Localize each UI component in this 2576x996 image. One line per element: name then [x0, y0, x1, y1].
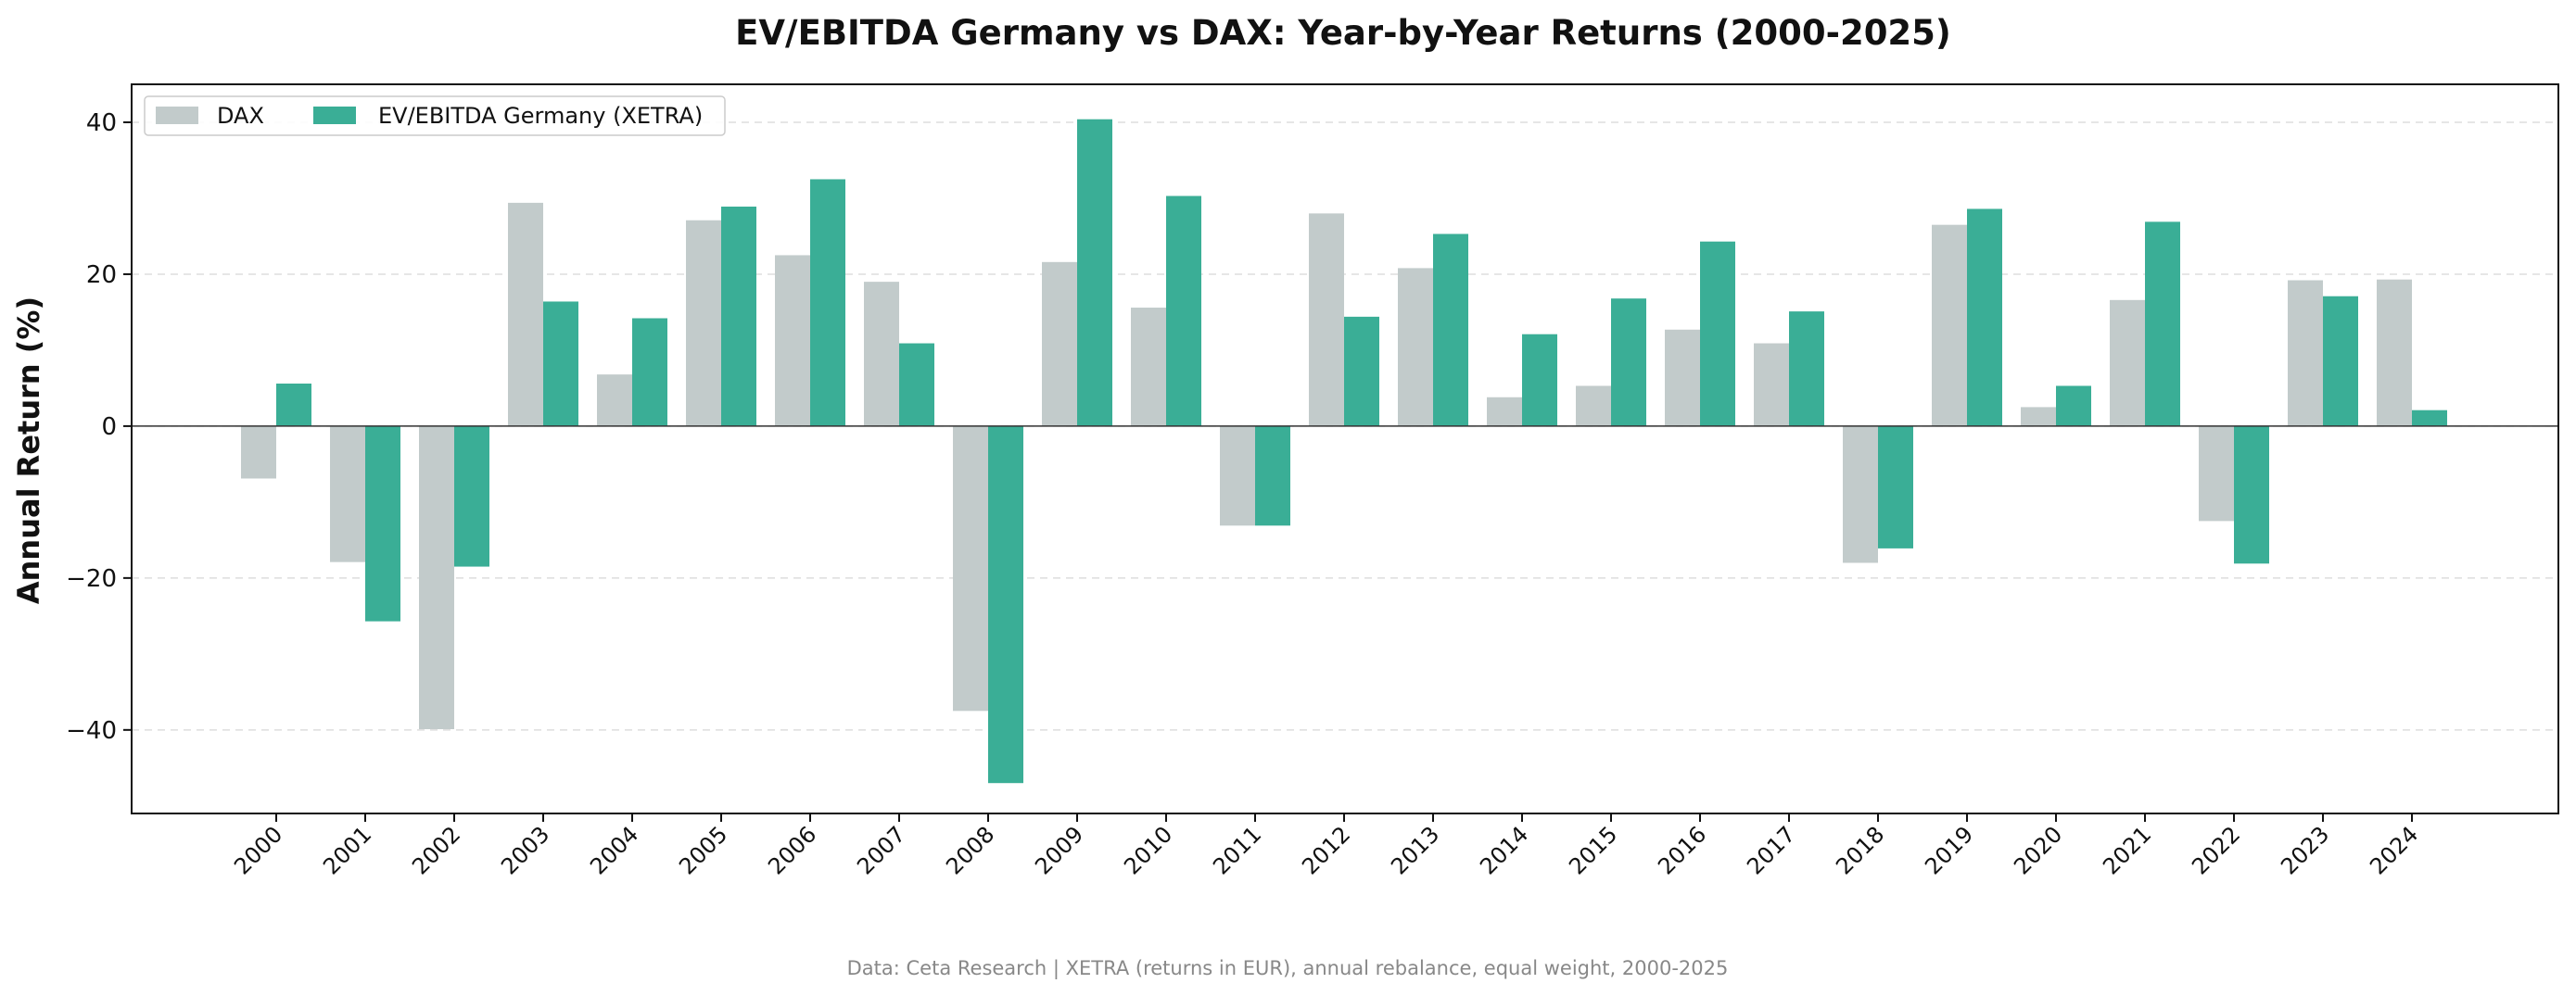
bar-dax-2008 — [953, 425, 988, 712]
bar-dax-2014 — [1487, 397, 1522, 426]
bar-dax-2016 — [1665, 329, 1700, 426]
y-tick-label: 20 — [86, 261, 117, 289]
x-tick-label: 2007 — [852, 821, 910, 879]
bar-dax-2023 — [2288, 280, 2323, 426]
x-tick-label: 2011 — [1208, 821, 1266, 879]
bar-dax-2024 — [2377, 279, 2412, 426]
bar-dax-2010 — [1131, 308, 1166, 426]
y-tick-label: −40 — [66, 717, 117, 745]
x-tick-label: 2022 — [2187, 821, 2245, 879]
bar-ev-ebitda-2015 — [1611, 298, 1646, 426]
bar-ev-ebitda-2021 — [2145, 221, 2180, 426]
footnote: Data: Ceta Research | XETRA (returns in … — [847, 957, 1729, 980]
x-tick-label: 2015 — [1564, 821, 1622, 879]
x-tick-label: 2001 — [318, 821, 376, 879]
legend-label: EV/EBITDA Germany (XETRA) — [378, 103, 703, 129]
bar-ev-ebitda-2004 — [632, 318, 667, 426]
x-tick-label: 2013 — [1386, 821, 1444, 879]
bar-ev-ebitda-2024 — [2412, 410, 2447, 426]
bar-ev-ebitda-2009 — [1077, 119, 1112, 426]
bar-dax-2002 — [419, 425, 454, 730]
bar-ev-ebitda-2019 — [1967, 208, 2002, 426]
bar-dax-2013 — [1398, 268, 1433, 426]
x-tick-label: 2019 — [1920, 821, 1978, 879]
bar-ev-ebitda-2010 — [1166, 195, 1201, 426]
bar-ev-ebitda-2008 — [988, 425, 1023, 784]
x-tick-label: 2014 — [1475, 821, 1533, 879]
bar-ev-ebitda-2022 — [2234, 425, 2269, 564]
y-tick-label: 40 — [86, 109, 117, 137]
x-tick-label: 2009 — [1030, 821, 1088, 879]
chart-title: EV/EBITDA Germany vs DAX: Year-by-Year R… — [735, 13, 1951, 53]
bar-dax-2017 — [1754, 343, 1789, 426]
bar-ev-ebitda-2002 — [454, 425, 489, 567]
bar-ev-ebitda-2000 — [276, 383, 311, 426]
bar-dax-2019 — [1932, 224, 1967, 426]
bar-ev-ebitda-2020 — [2056, 385, 2091, 426]
x-tick-label: 2023 — [2276, 821, 2334, 879]
legend-box — [144, 95, 726, 136]
y-axis-label: Annual Return (%) — [11, 296, 46, 604]
bar-ev-ebitda-2001 — [365, 425, 400, 622]
legend-swatch — [156, 107, 198, 124]
x-tick-label: 2005 — [674, 821, 732, 879]
plot-frame — [131, 83, 2559, 814]
x-tick-label: 2006 — [763, 821, 821, 879]
bar-dax-2003 — [508, 202, 543, 426]
x-axis-ticks: 2000 2001 2002 2003 2004 2005 2006 2007 2008 2009… — [229, 813, 2423, 879]
bar-dax-2005 — [686, 220, 721, 426]
bar-ev-ebitda-2006 — [810, 179, 845, 426]
bar-dax-2011 — [1220, 425, 1255, 526]
bar-dax-2000 — [241, 425, 276, 479]
x-tick-label: 2004 — [585, 821, 643, 879]
y-tick-label: 0 — [101, 413, 117, 441]
bar-ev-ebitda-2017 — [1789, 311, 1824, 426]
x-tick-label: 2016 — [1653, 821, 1711, 879]
bar-dax-2006 — [775, 255, 810, 426]
bar-dax-2015 — [1576, 385, 1611, 426]
x-tick-label: 2010 — [1119, 821, 1177, 879]
bar-ev-ebitda-2013 — [1433, 233, 1468, 426]
bar-ev-ebitda-2005 — [721, 206, 756, 426]
y-tick-label: −20 — [66, 565, 117, 593]
bar-dax-2001 — [330, 425, 365, 562]
bar-ev-ebitda-2003 — [543, 301, 578, 426]
bar-ev-ebitda-2011 — [1255, 425, 1290, 526]
legend: DAX EV/EBITDA Germany (XETRA) — [144, 95, 726, 136]
bars — [241, 119, 2447, 784]
x-tick-label: 2024 — [2365, 821, 2423, 879]
bar-dax-2022 — [2199, 425, 2234, 522]
bar-ev-ebitda-2018 — [1878, 425, 1913, 548]
x-tick-label: 2012 — [1297, 821, 1355, 879]
bar-dax-2009 — [1042, 261, 1077, 426]
x-tick-label: 2017 — [1742, 821, 1800, 879]
x-tick-label: 2000 — [229, 821, 287, 879]
bar-ev-ebitda-2014 — [1522, 334, 1557, 426]
x-tick-label: 2018 — [1831, 821, 1889, 879]
x-tick-label: 2020 — [2009, 821, 2067, 879]
bar-dax-2004 — [597, 374, 632, 426]
legend-label: DAX — [217, 103, 264, 129]
x-tick-label: 2008 — [941, 821, 999, 879]
bar-dax-2021 — [2110, 299, 2145, 426]
bar-ev-ebitda-2023 — [2323, 296, 2358, 426]
x-tick-label: 2003 — [496, 821, 554, 879]
bar-ev-ebitda-2007 — [899, 343, 934, 426]
bar-ev-ebitda-2012 — [1344, 316, 1379, 426]
bar-dax-2007 — [864, 282, 899, 426]
x-tick-label: 2002 — [407, 821, 465, 879]
legend-swatch — [313, 107, 356, 124]
bar-dax-2018 — [1843, 425, 1878, 563]
bar-dax-2012 — [1309, 213, 1344, 426]
bar-ev-ebitda-2016 — [1700, 241, 1735, 426]
y-axis-ticks: −40 −20 0 20 40 — [66, 109, 132, 745]
bar-dax-2020 — [2021, 407, 2056, 426]
x-tick-label: 2021 — [2098, 821, 2156, 879]
